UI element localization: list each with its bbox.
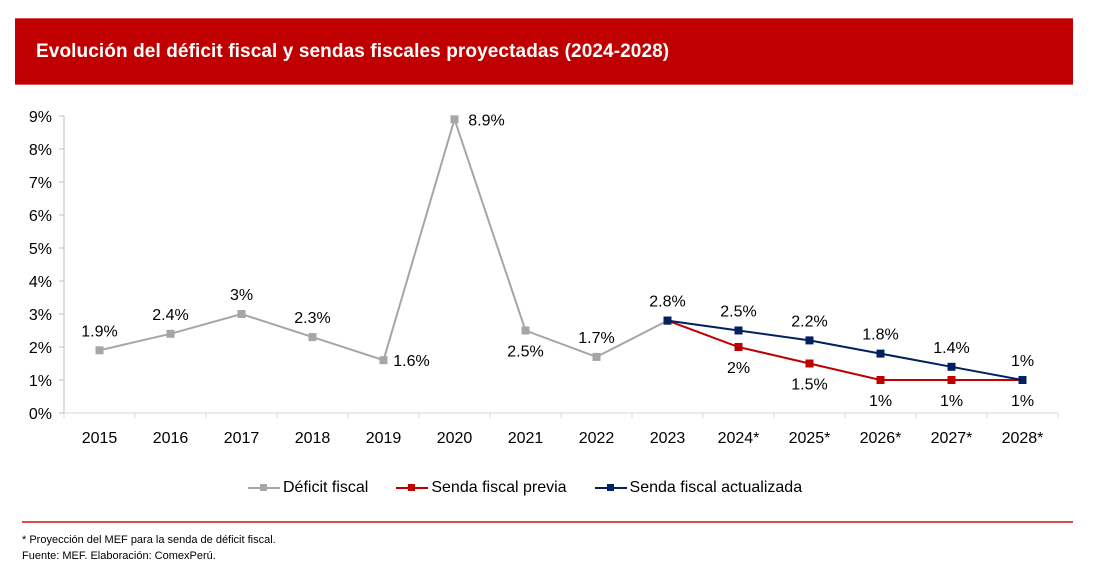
y-tick-label: 2% <box>29 340 52 357</box>
x-tick-label: 2015 <box>82 430 118 447</box>
data-label-deficit: 2.4% <box>152 307 188 324</box>
x-tick-label: 2017 <box>224 430 260 447</box>
data-label-deficit: 8.9% <box>468 112 504 129</box>
footnote-note: * Proyección del MEF para la senda de dé… <box>22 534 276 546</box>
data-point-previa <box>947 376 956 384</box>
y-tick-label: 5% <box>29 241 52 258</box>
chart-header: Evolución del déficit fiscal y sendas fi… <box>15 18 1073 85</box>
data-point-actualizada <box>876 349 885 358</box>
series-group <box>95 115 1027 384</box>
data-label-actualizada: 1.8% <box>862 327 898 344</box>
y-tick-label: 6% <box>29 208 52 225</box>
y-tick-label: 3% <box>29 307 52 324</box>
x-tick-label: 2023 <box>650 430 686 447</box>
data-label-actualizada: 1.4% <box>933 340 969 357</box>
axes: 0% 1% 2% 3% 4% 5% 6% 7% 8% 9% 2015 2016 2017 2018 2019… <box>29 109 1059 447</box>
x-tick-label: 2025* <box>789 430 831 447</box>
legend-label: Senda fiscal previa <box>431 479 567 496</box>
data-label-previa: 1% <box>869 393 892 410</box>
series-line-previa <box>667 319 1023 381</box>
data-labels: 1.9% 2.4% 3% 2.3% 1.6% 8.9% 2.5% 1.7% 2% 1.5% 1% 1%… <box>81 112 1034 410</box>
x-tick-label: 2028* <box>1002 430 1044 447</box>
legend-label: Déficit fiscal <box>283 479 369 496</box>
data-label-deficit: 1.7% <box>578 330 614 347</box>
legend-swatch-previa-icon <box>396 481 429 495</box>
legend-item-deficit: Déficit fiscal <box>248 479 368 497</box>
data-label-previa: 1% <box>940 393 963 410</box>
y-tick-label: 4% <box>29 274 52 291</box>
data-point-deficit <box>379 356 388 365</box>
legend-swatch-deficit-icon <box>248 481 280 495</box>
data-point-actualizada <box>734 326 743 335</box>
x-tick-label: 2020 <box>437 430 473 447</box>
x-tick-label: 2019 <box>366 430 402 447</box>
data-point-previa <box>734 343 743 351</box>
series-line-deficit <box>99 115 668 362</box>
legend: Déficit fiscal Senda fiscal previa Senda… <box>248 479 830 497</box>
data-label-previa: 1.5% <box>791 377 827 394</box>
x-tick-label: 2021 <box>508 430 544 447</box>
x-tick-label: 2018 <box>295 430 331 447</box>
data-point-deficit <box>592 352 601 361</box>
data-point-previa <box>876 376 885 384</box>
legend-item-previa: Senda fiscal previa <box>396 479 567 497</box>
data-point-deficit <box>237 310 246 318</box>
data-point-deficit <box>521 326 530 335</box>
data-label-deficit: 1.9% <box>81 323 117 340</box>
data-point-actualizada <box>947 362 956 371</box>
chart-title: Evolución del déficit fiscal y sendas fi… <box>36 41 670 62</box>
footnote-source: Fuente: MEF. Elaboración: ComexPerú. <box>22 550 216 562</box>
data-label-deficit: 2.3% <box>294 310 330 327</box>
x-tick-label: 2016 <box>153 430 189 447</box>
y-tick-label: 0% <box>29 406 52 423</box>
y-tick-label: 9% <box>29 109 52 126</box>
series-line-actualizada <box>667 319 1023 381</box>
legend-label: Senda fiscal actualizada <box>629 479 803 496</box>
data-point-deficit <box>308 333 317 342</box>
footer-divider <box>22 521 1073 523</box>
data-label-actualizada: 2.2% <box>791 313 827 330</box>
x-tick-label: 2024* <box>718 430 760 447</box>
data-label-actualizada: 2.5% <box>720 304 756 321</box>
data-point-actualizada <box>805 336 814 345</box>
data-point-deficit <box>166 329 175 338</box>
data-label-deficit: 3% <box>230 287 253 304</box>
x-tick-label: 2027* <box>931 430 973 447</box>
data-label-previa: 2% <box>727 360 750 377</box>
y-tick-label: 1% <box>29 373 52 390</box>
data-point-previa <box>805 359 814 368</box>
x-tick-label: 2026* <box>860 430 902 447</box>
data-label-actualizada: 2.8% <box>649 294 685 311</box>
data-label-deficit: 2.5% <box>507 344 543 361</box>
data-point-deficit <box>450 115 459 124</box>
x-tick-label: 2022 <box>579 430 615 447</box>
legend-swatch-actualizada-icon <box>594 481 627 495</box>
data-label-previa: 1% <box>1011 393 1034 410</box>
line-chart: 0% 1% 2% 3% 4% 5% 6% 7% 8% 9% 2015 2016 2017 2018 2019… <box>29 109 1059 447</box>
legend-item-actualizada: Senda fiscal actualizada <box>594 479 803 497</box>
y-tick-label: 7% <box>29 175 52 192</box>
data-label-actualizada: 1% <box>1011 353 1034 370</box>
data-point-actualizada <box>663 316 672 325</box>
data-point-deficit <box>95 346 104 355</box>
data-point-actualizada <box>1018 376 1027 384</box>
y-tick-label: 8% <box>29 142 52 159</box>
data-label-deficit: 1.6% <box>393 353 429 370</box>
